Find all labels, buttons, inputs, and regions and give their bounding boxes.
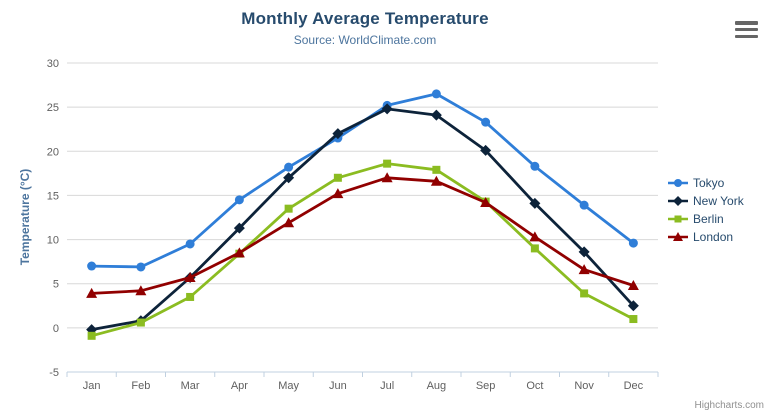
square-marker-icon <box>668 215 688 223</box>
y-tick-label: 5 <box>53 279 59 291</box>
legend-item-london[interactable]: London <box>668 230 744 244</box>
x-tick-label: Nov <box>574 380 594 392</box>
x-tick-label: Jun <box>329 380 347 392</box>
x-tick-label: Sep <box>476 380 496 392</box>
x-tick-label: Oct <box>526 380 543 392</box>
y-tick-label: 15 <box>47 190 59 202</box>
y-tick-label: 30 <box>47 58 59 70</box>
y-tick-label: 0 <box>53 323 59 335</box>
x-tick-label: Jan <box>83 380 101 392</box>
x-tick-label: Feb <box>131 380 150 392</box>
x-tick-label: May <box>278 380 299 392</box>
series-berlin[interactable] <box>87 159 638 340</box>
legend-item-new-york[interactable]: New York <box>668 194 744 208</box>
y-tick-label: -5 <box>49 367 59 379</box>
legend-label: Berlin <box>693 212 724 226</box>
y-tick-label: 10 <box>47 235 59 247</box>
legend-label: New York <box>693 194 744 208</box>
x-axis: Jan Feb Mar Apr May Jun Jul Aug Sep Oct Nov Dec <box>66 371 659 392</box>
hamburger-icon <box>735 34 758 38</box>
chart-title: Monthly Average Temperature <box>241 9 489 28</box>
x-tick-label: Apr <box>231 380 248 392</box>
legend-item-tokyo[interactable]: Tokyo <box>668 176 744 190</box>
y-tick-label: 20 <box>47 146 59 158</box>
series-new-york[interactable] <box>86 103 639 336</box>
x-tick-label: Jul <box>380 380 394 392</box>
hamburger-icon <box>735 21 758 25</box>
x-tick-label: Mar <box>181 380 200 392</box>
legend: Tokyo New York Berlin London <box>668 176 744 244</box>
diamond-marker-icon <box>668 196 688 206</box>
credits-link[interactable]: Highcharts.com <box>694 400 764 411</box>
x-tick-label: Aug <box>427 380 447 392</box>
legend-label: Tokyo <box>693 176 725 190</box>
hamburger-icon <box>735 27 758 32</box>
legend-item-berlin[interactable]: Berlin <box>668 212 744 226</box>
circle-marker-icon <box>668 179 688 187</box>
x-tick-label: Dec <box>624 380 644 392</box>
gridlines: -5 0 5 10 15 20 25 30 <box>47 58 658 379</box>
chart-subtitle: Source: WorldClimate.com <box>293 33 437 47</box>
series-london[interactable] <box>86 172 639 298</box>
triangle-marker-icon <box>668 232 688 241</box>
series-tokyo[interactable] <box>87 89 638 272</box>
legend-label: London <box>693 230 734 244</box>
y-axis-title: Temperature (°C) <box>18 168 32 266</box>
y-tick-label: 25 <box>47 102 59 114</box>
export-menu-button[interactable] <box>735 21 758 38</box>
